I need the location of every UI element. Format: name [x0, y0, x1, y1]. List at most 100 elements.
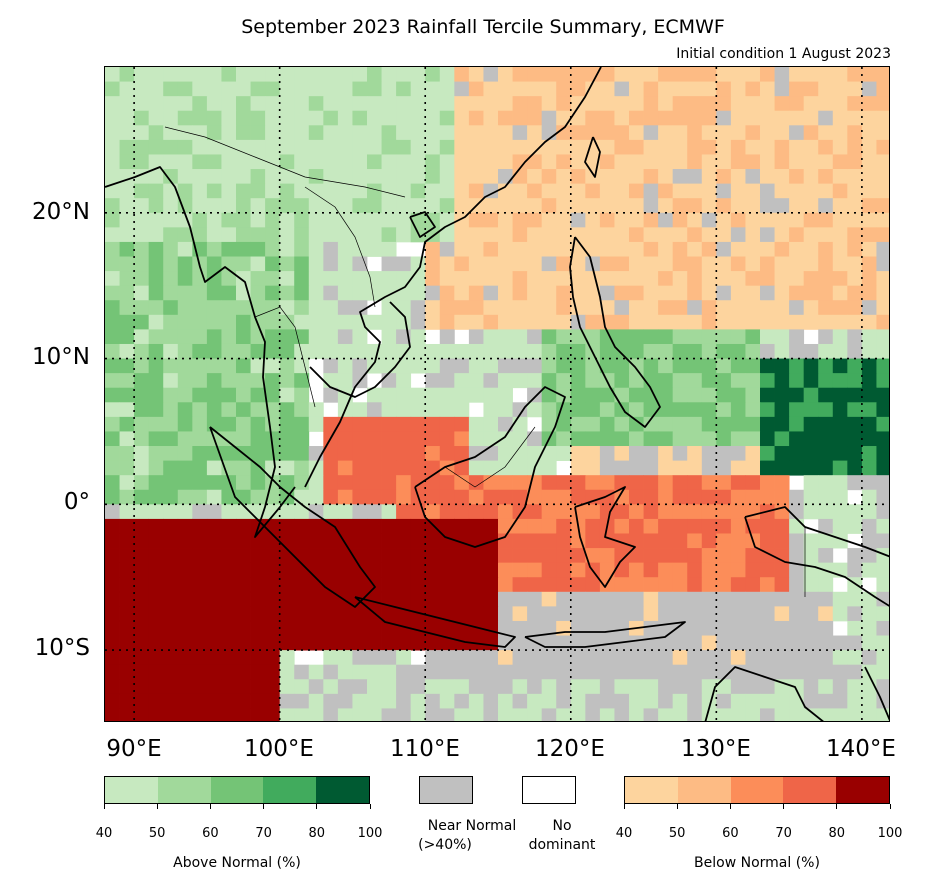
- grid-cell: [730, 504, 746, 520]
- grid-cell: [265, 227, 281, 243]
- grid-cell: [512, 562, 528, 578]
- grid-cell: [730, 343, 746, 359]
- grid-cell: [585, 67, 601, 82]
- grid-cell: [134, 329, 150, 345]
- grid-cell: [221, 577, 237, 593]
- grid-cell: [236, 256, 251, 272]
- grid-cell: [847, 446, 863, 461]
- grid-cell: [265, 562, 281, 578]
- grid-cell: [483, 285, 499, 301]
- grid-cell: [265, 81, 281, 97]
- grid-cell: [701, 373, 717, 389]
- grid-cell: [468, 227, 484, 243]
- grid-cell: [279, 169, 295, 185]
- grid-cell: [105, 620, 120, 636]
- grid-cell: [774, 96, 790, 112]
- above-normal-segment: [210, 777, 264, 803]
- grid-cell: [599, 358, 615, 374]
- grid-cell: [236, 67, 251, 82]
- below-normal-tickmark: [676, 804, 678, 809]
- grid-cell: [468, 125, 484, 141]
- grid-cell: [468, 620, 484, 636]
- grid-cell: [498, 416, 513, 432]
- grid-cell: [134, 431, 150, 447]
- grid-cell: [352, 329, 368, 345]
- grid-cell: [658, 402, 674, 418]
- grid-cell: [803, 693, 819, 709]
- grid-cell: [643, 96, 659, 112]
- grid-cell: [134, 650, 150, 666]
- grid-cell: [221, 693, 237, 709]
- grid-cell: [585, 518, 601, 534]
- grid-cell: [629, 416, 644, 432]
- grid-cell: [585, 241, 601, 257]
- grid-cell: [789, 212, 805, 228]
- grid-cell: [410, 358, 426, 374]
- grid-cell: [250, 416, 266, 432]
- grid-cell: [774, 110, 790, 126]
- grid-cell: [323, 591, 339, 607]
- grid-cell: [847, 548, 863, 564]
- grid-cell: [701, 489, 717, 505]
- grid-cell: [716, 67, 732, 82]
- grid-cell: [192, 446, 208, 461]
- grid-cell: [221, 533, 237, 549]
- grid-cell: [454, 169, 470, 185]
- grid-cell: [876, 198, 889, 214]
- grid-cell: [105, 650, 120, 666]
- grid-cell: [439, 518, 455, 534]
- grid-cell: [410, 125, 426, 141]
- grid-cell: [745, 460, 761, 476]
- grid-cell: [687, 358, 703, 374]
- grid-cell: [177, 475, 193, 491]
- grid-cell: [410, 67, 426, 82]
- grid-cell: [760, 300, 775, 316]
- grid-cell: [250, 271, 266, 287]
- grid-cell: [687, 110, 703, 126]
- grid-cell: [585, 402, 601, 418]
- grid-cell: [818, 446, 834, 461]
- grid-cell: [483, 67, 499, 82]
- grid-cell: [352, 154, 368, 170]
- grid-cell: [556, 314, 572, 330]
- grid-cell: [629, 460, 644, 476]
- grid-cell: [221, 446, 237, 461]
- grid-cell: [861, 271, 877, 287]
- grid-cell: [134, 504, 150, 520]
- grid-cell: [541, 562, 557, 578]
- grid-cell: [512, 635, 528, 651]
- grid-cell: [279, 635, 295, 651]
- grid-cell: [730, 635, 746, 651]
- grid-cell: [119, 125, 135, 141]
- grid-cell: [861, 154, 877, 170]
- grid-cell: [614, 96, 630, 112]
- grid-cell: [163, 693, 179, 709]
- grid-cell: [760, 708, 775, 721]
- grid-cell: [468, 606, 484, 622]
- grid-cell: [774, 606, 790, 622]
- grid-cell: [730, 110, 746, 126]
- grid-cell: [468, 358, 484, 374]
- grid-cell: [585, 198, 601, 214]
- grid-cell: [876, 183, 889, 199]
- grid-cell: [396, 446, 412, 461]
- grid-cell: [148, 475, 164, 491]
- grid-cell: [134, 387, 150, 403]
- grid-cell: [658, 212, 674, 228]
- grid-cell: [308, 285, 324, 301]
- grid-cell: [643, 67, 659, 82]
- grid-cell: [643, 81, 659, 97]
- grid-cell: [498, 387, 513, 403]
- grid-cell: [265, 285, 281, 301]
- grid-cell: [672, 518, 688, 534]
- grid-cell: [367, 518, 382, 534]
- grid-cell: [614, 154, 630, 170]
- grid-cell: [250, 358, 266, 374]
- grid-cell: [512, 125, 528, 141]
- grid-cell: [716, 373, 732, 389]
- grid-cell: [119, 591, 135, 607]
- grid-cell: [279, 212, 295, 228]
- grid-cell: [192, 620, 208, 636]
- below-normal-tickmark: [783, 804, 785, 809]
- grid-cell: [192, 548, 208, 564]
